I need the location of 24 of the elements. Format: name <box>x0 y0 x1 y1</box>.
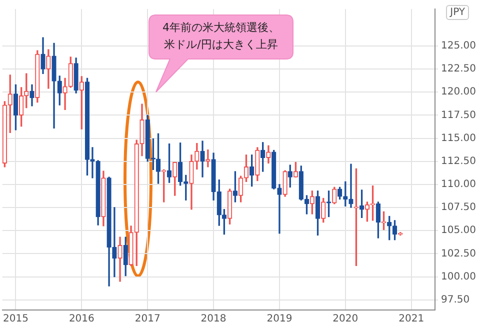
y-tick-label: 122.50 <box>441 64 476 75</box>
candlestick <box>62 78 68 110</box>
y-tick-label: 102.50 <box>441 248 476 260</box>
y-tick-label: 97.50 <box>441 294 470 306</box>
speech-bubble: 4年前の米大統領選後、米ドル/円は大きく上昇 <box>148 14 294 94</box>
y-tick-label: 112.50 <box>441 156 476 167</box>
y-tick-label: 107.50 <box>441 202 476 214</box>
y-axis-title: JPY <box>446 5 469 20</box>
y-tick-label: 105.00 <box>441 225 476 236</box>
y-tick-label: 115.00 <box>441 132 476 144</box>
x-tick-label: 2017 <box>134 314 160 325</box>
x-tick-label: 2021 <box>398 314 424 325</box>
candlestick <box>206 149 210 168</box>
y-tick-label: 120.00 <box>441 86 476 98</box>
x-tick-label: 2016 <box>68 314 94 325</box>
x-tick-label: 2019 <box>266 314 292 325</box>
x-tick-label: 2018 <box>200 314 226 325</box>
y-tick-label: 117.50 <box>441 110 476 121</box>
y-tick-label: 125.00 <box>441 40 476 52</box>
y-tick-label: 110.00 <box>441 179 476 190</box>
x-tick-label: 2015 <box>3 314 28 325</box>
y-tick-label: 100.00 <box>441 271 476 282</box>
x-tick-label: 2020 <box>332 314 358 325</box>
annotation: 4年前の米大統領選後、米ドル/円は大きく上昇 <box>162 20 280 53</box>
